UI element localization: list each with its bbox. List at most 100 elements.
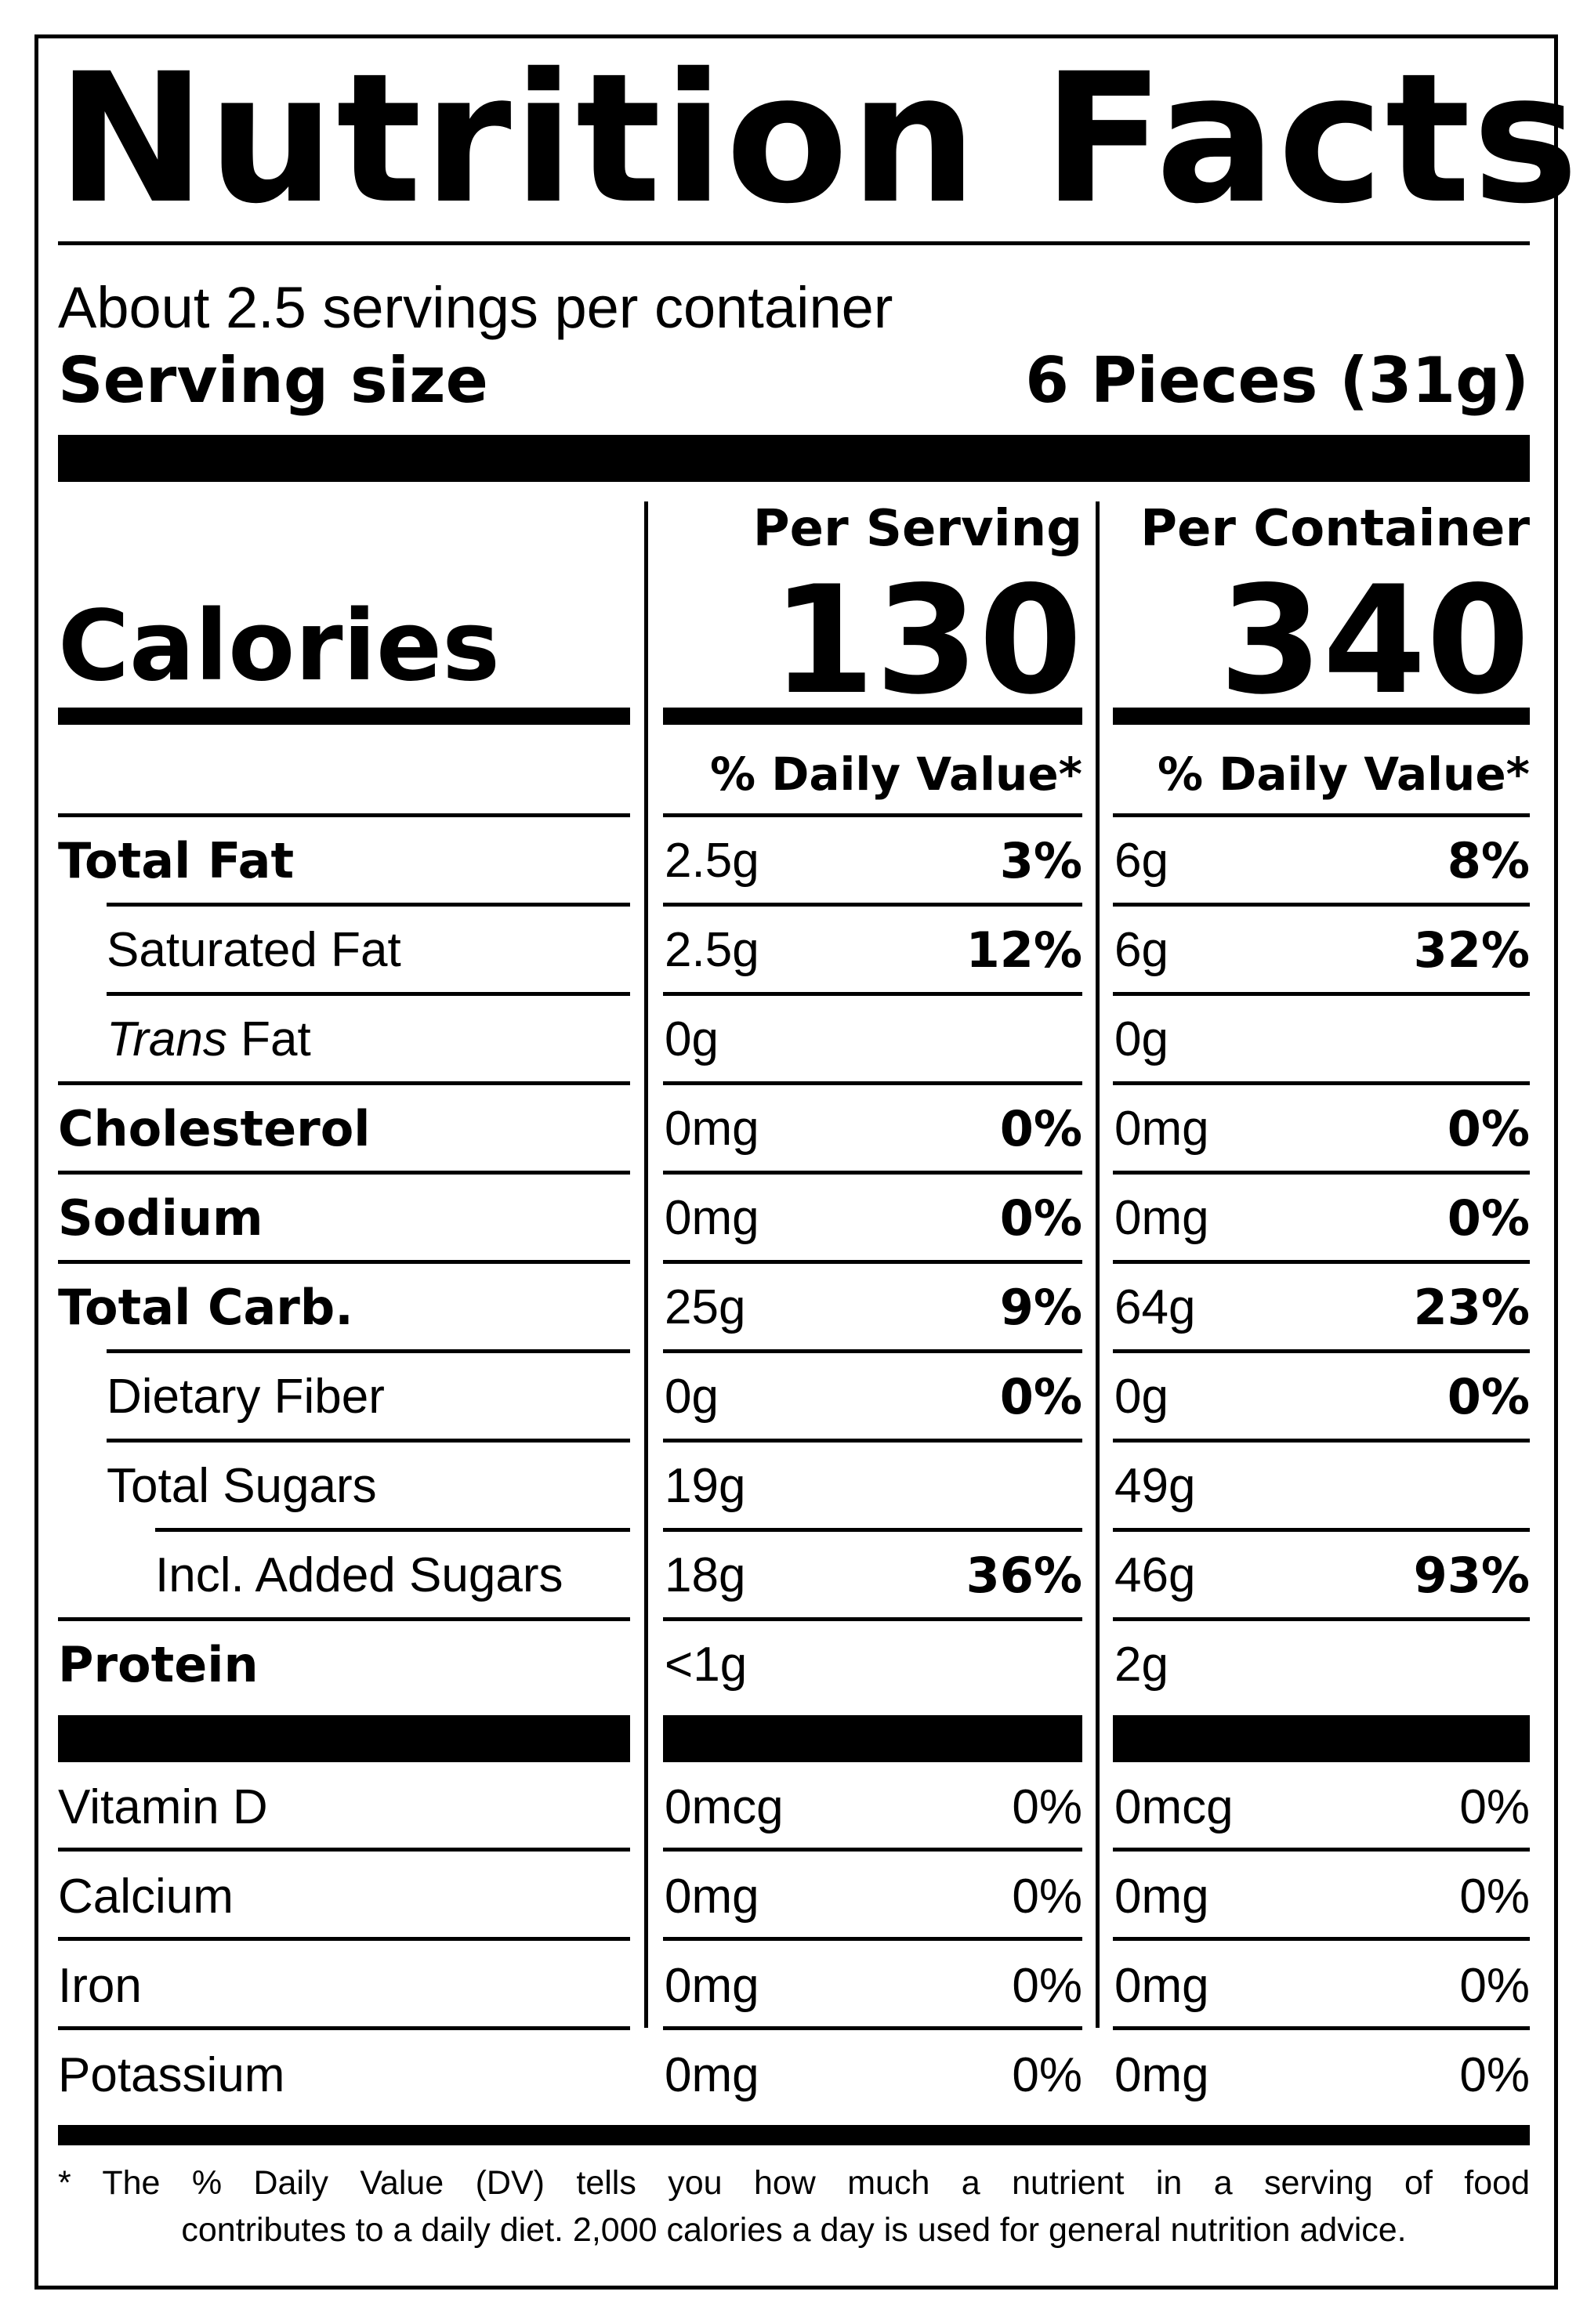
container-amount: 6g xyxy=(1114,834,1169,888)
row-divider xyxy=(1113,1260,1530,1264)
vitamin-container-amount: 0mg xyxy=(1114,1870,1209,1924)
nutrient-label-italic: Trans xyxy=(107,1012,227,1066)
container-amount: 6g xyxy=(1114,923,1169,977)
row-divider xyxy=(58,1260,630,1264)
nutrient-label: Cholesterol xyxy=(58,1100,371,1157)
footnote-line-1: * The % Daily Value (DV) tells you how m… xyxy=(58,2164,1530,2202)
column-divider-1 xyxy=(644,501,648,2028)
container-amount: 0mg xyxy=(1114,1102,1209,1156)
row-divider xyxy=(663,1081,1082,1085)
container-dv: 0% xyxy=(1447,1100,1530,1157)
row-divider xyxy=(1113,1848,1530,1852)
vitamin-container-amount: 0mg xyxy=(1114,1959,1209,2013)
title-divider xyxy=(58,241,1530,245)
serving-amount: <1g xyxy=(665,1638,748,1692)
vitamin-label: Calcium xyxy=(58,1870,234,1924)
vitamin-serving-dv: 0% xyxy=(1012,1870,1082,1924)
row-divider xyxy=(1113,1081,1530,1085)
row-divider xyxy=(663,2026,1082,2030)
row-divider xyxy=(1113,1937,1530,1941)
row-divider xyxy=(58,1171,630,1175)
vitamin-container-dv: 0% xyxy=(1459,2048,1530,2102)
row-divider xyxy=(663,1171,1082,1175)
row-divider xyxy=(58,813,630,817)
nutrient-label: Sodium xyxy=(58,1189,263,1247)
column-divider-2 xyxy=(1096,501,1100,2028)
thick-divider-top xyxy=(58,435,1530,482)
nutrient-label: Trans Fat xyxy=(107,1012,311,1066)
serving-amount: 2.5g xyxy=(665,834,759,888)
container-amount: 0mg xyxy=(1114,1191,1209,1245)
calories-bar-container xyxy=(1113,708,1530,725)
vitamin-label: Iron xyxy=(58,1959,142,2013)
nutrient-label: Total Carb. xyxy=(58,1279,353,1336)
row-divider xyxy=(1113,1528,1530,1532)
calories-bar-label xyxy=(58,708,630,725)
calories-bar-serving xyxy=(663,708,1082,725)
row-divider xyxy=(107,903,630,907)
row-divider xyxy=(1113,1617,1530,1621)
footnote-line-2: contributes to a daily diet. 2,000 calor… xyxy=(181,2211,1407,2249)
row-divider xyxy=(663,1848,1082,1852)
row-divider xyxy=(155,1528,630,1532)
servings-per-container: About 2.5 servings per container xyxy=(58,275,893,340)
serving-dv: 9% xyxy=(999,1279,1082,1336)
row-divider xyxy=(58,1848,630,1852)
vitamin-serving-amount: 0mcg xyxy=(665,1780,784,1834)
calories-per-container: 340 xyxy=(1219,554,1530,727)
dv-header-serving: % Daily Value* xyxy=(709,748,1082,801)
nutrient-label: Total Sugars xyxy=(107,1459,377,1513)
serving-dv: 36% xyxy=(966,1547,1082,1604)
vitamin-container-amount: 0mcg xyxy=(1114,1780,1234,1834)
vitamin-container-dv: 0% xyxy=(1459,1780,1530,1834)
row-divider xyxy=(663,903,1082,907)
vitamin-serving-dv: 0% xyxy=(1012,2048,1082,2102)
calories-per-serving: 130 xyxy=(771,554,1082,727)
row-divider xyxy=(1113,2026,1530,2030)
container-dv: 23% xyxy=(1413,1279,1530,1336)
row-divider xyxy=(107,992,630,996)
vitamin-container-dv: 0% xyxy=(1459,1870,1530,1924)
serving-dv: 0% xyxy=(999,1189,1082,1247)
serving-dv: 12% xyxy=(966,921,1082,979)
serving-dv: 3% xyxy=(999,832,1082,889)
row-divider xyxy=(663,813,1082,817)
container-amount: 0g xyxy=(1114,1370,1169,1424)
thick-bar-label xyxy=(58,1715,630,1762)
container-amount: 64g xyxy=(1114,1280,1196,1334)
serving-amount: 19g xyxy=(665,1459,746,1513)
label-title: Nutrition Facts xyxy=(56,34,1581,243)
serving-amount: 2.5g xyxy=(665,923,759,977)
row-divider xyxy=(1113,992,1530,996)
vitamin-serving-dv: 0% xyxy=(1012,1959,1082,2013)
nutrition-label-border xyxy=(34,34,1558,2290)
serving-dv: 0% xyxy=(999,1100,1082,1157)
nutrient-label: Dietary Fiber xyxy=(107,1370,385,1424)
vitamin-serving-amount: 0mg xyxy=(665,1959,759,2013)
row-divider xyxy=(1113,1171,1530,1175)
vitamin-serving-amount: 0mg xyxy=(665,2048,759,2102)
vitamin-label: Potassium xyxy=(58,2048,285,2102)
row-divider xyxy=(1113,1439,1530,1443)
row-divider xyxy=(1113,903,1530,907)
row-divider xyxy=(58,1617,630,1621)
container-dv: 0% xyxy=(1447,1189,1530,1247)
row-divider xyxy=(107,1439,630,1443)
container-amount: 0g xyxy=(1114,1012,1169,1066)
per-container-header: Per Container xyxy=(1140,500,1530,558)
dv-header-container: % Daily Value* xyxy=(1157,748,1530,801)
thick-bar-container xyxy=(1113,1715,1530,1762)
row-divider xyxy=(1113,1349,1530,1353)
vitamin-serving-amount: 0mg xyxy=(665,1870,759,1924)
serving-size-label: Serving size xyxy=(58,344,488,417)
row-divider xyxy=(58,1937,630,1941)
row-divider xyxy=(663,1528,1082,1532)
row-divider xyxy=(58,2026,630,2030)
row-divider xyxy=(663,1260,1082,1264)
row-divider xyxy=(58,1081,630,1085)
container-dv: 0% xyxy=(1447,1368,1530,1425)
row-divider xyxy=(107,1349,630,1353)
serving-amount: 0mg xyxy=(665,1102,759,1156)
nutrient-label: Protein xyxy=(58,1636,259,1693)
row-divider xyxy=(663,1439,1082,1443)
